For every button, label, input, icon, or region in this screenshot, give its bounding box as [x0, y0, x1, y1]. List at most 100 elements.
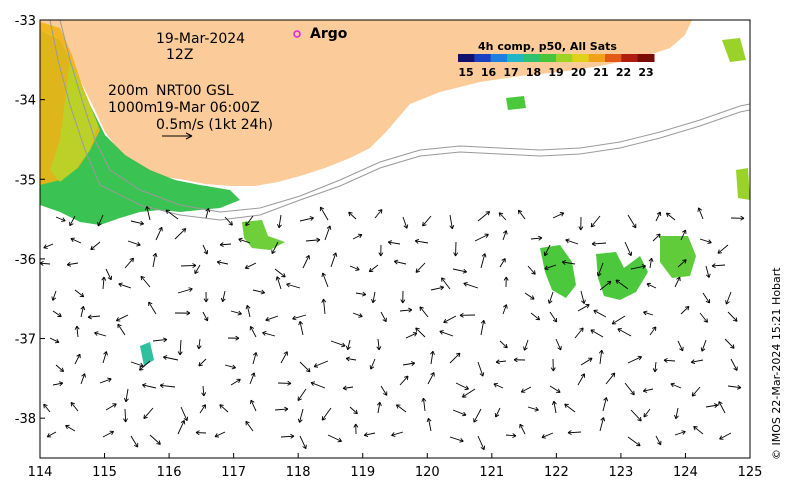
current-arrow [551, 400, 557, 414]
colorbar-tick-label: 19 [548, 66, 563, 79]
product-label: NRT00 GSL [156, 83, 234, 99]
current-arrow [245, 420, 254, 432]
current-arrow [194, 264, 201, 275]
current-arrow [530, 312, 541, 321]
sst-patch [140, 342, 154, 366]
current-arrow [544, 264, 557, 271]
current-arrow [376, 338, 382, 351]
current-arrow [547, 291, 554, 304]
current-arrow [494, 407, 501, 418]
current-arrow [321, 272, 329, 288]
current-arrow [699, 238, 712, 245]
current-arrow [216, 260, 229, 265]
current-arrow [405, 332, 418, 339]
colorbar-swatch [588, 54, 606, 62]
current-arrow [262, 331, 276, 337]
current-arrow [461, 388, 476, 398]
current-arrow [400, 290, 406, 304]
current-arrow [277, 380, 292, 386]
current-arrow [674, 407, 679, 420]
plot-frame [39, 19, 751, 459]
current-arrow [302, 255, 310, 269]
current-arrow [139, 360, 151, 371]
current-arrow [74, 289, 85, 298]
current-arrow [203, 291, 209, 303]
current-arrow [345, 356, 357, 362]
current-arrow [80, 305, 86, 318]
colorbar: 15 16 17 18 19 20 21 22 23 [458, 54, 655, 79]
current-arrow [680, 305, 690, 315]
current-arrow [577, 304, 590, 312]
current-arrow [305, 237, 321, 243]
current-arrow [148, 301, 157, 315]
current-arrow [177, 287, 193, 294]
current-arrow [663, 357, 676, 363]
current-arrow [142, 383, 157, 389]
current-arrow [105, 268, 113, 281]
current-arrow [55, 364, 65, 372]
current-arrow [149, 434, 161, 445]
x-tick-label: 121 [479, 465, 504, 480]
current-arrow [414, 238, 429, 244]
x-tick-label: 117 [221, 465, 246, 480]
current-arrow [643, 408, 651, 418]
current-arrow [499, 340, 508, 349]
current-arrow [453, 241, 459, 257]
x-tick-label: 124 [673, 465, 698, 480]
current-arrow [717, 244, 729, 254]
current-arrow [352, 312, 363, 318]
current-arrow [725, 291, 732, 305]
current-arrow [250, 399, 257, 412]
current-arrow [677, 259, 687, 268]
current-arrow [127, 240, 141, 247]
current-arrow [430, 285, 445, 291]
current-arrow [102, 351, 108, 364]
current-arrow [52, 310, 62, 318]
current-arrow [590, 215, 601, 228]
current-arrow [201, 385, 207, 397]
current-arrow [324, 225, 332, 241]
sst-patch [736, 168, 750, 200]
current-arrow [677, 340, 684, 352]
current-arrow [617, 328, 632, 337]
sst-patch [540, 245, 576, 298]
depth-200-label: 200m [108, 83, 148, 99]
current-arrow [605, 372, 616, 385]
current-arrow [670, 382, 682, 389]
current-arrow [219, 242, 232, 248]
current-arrow [493, 382, 504, 389]
current-arrow [245, 305, 251, 318]
current-arrow [477, 361, 485, 377]
current-arrow [690, 359, 704, 365]
current-arrow [665, 212, 676, 221]
current-arrow [371, 291, 376, 304]
current-arrow [202, 311, 209, 322]
current-arrow [578, 216, 584, 231]
current-arrow [102, 430, 114, 438]
current-arrow [393, 259, 407, 265]
current-arrow [274, 406, 289, 412]
current-arrow [321, 298, 327, 315]
current-arrow [567, 430, 582, 436]
y-tick-label: -38 [15, 412, 36, 427]
colorbar-tick-label: 17 [503, 66, 518, 79]
current-arrow [143, 407, 154, 420]
current-arrow [630, 264, 646, 270]
current-arrow [718, 401, 726, 414]
current-arrow [177, 420, 186, 435]
current-arrow [252, 289, 265, 295]
colorbar-tick-label: 21 [593, 66, 608, 79]
current-arrow [655, 435, 662, 446]
current-arrow [580, 357, 593, 366]
current-arrow [163, 355, 179, 361]
current-arrow [274, 268, 286, 278]
current-arrow [349, 406, 358, 415]
current-arrow [195, 430, 207, 436]
current-arrow [449, 352, 461, 364]
sst-patch [660, 236, 696, 278]
current-arrow [199, 404, 206, 414]
x-tick-label: 120 [415, 465, 440, 480]
current-arrow [477, 435, 486, 451]
x-tick-label: 125 [738, 465, 763, 480]
current-arrow [117, 323, 126, 336]
